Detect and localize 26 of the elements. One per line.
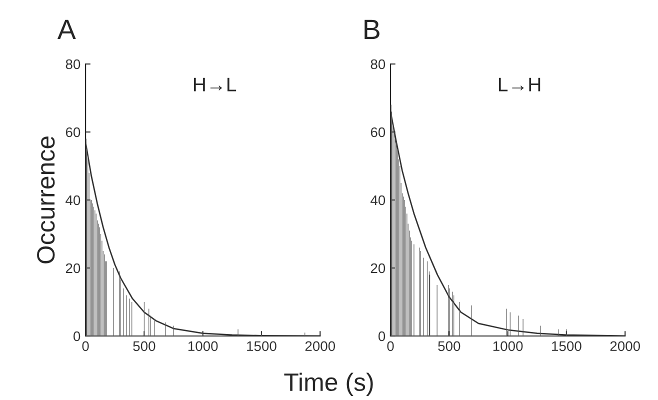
x-tick-label: 500 [438,341,460,352]
y-tick-label: 20 [66,263,80,274]
x-tick-label: 1000 [493,341,523,352]
y-tick-label: 60 [66,127,80,138]
y-tick-label: 60 [370,127,386,138]
y-tick-label: 20 [370,263,386,274]
annotation: L→H [498,78,540,92]
x-tick-label: 1500 [247,341,276,352]
x-tick-label: 0 [387,341,394,352]
y-tick-label: 40 [370,195,386,206]
x-tick-label: 0 [82,341,89,352]
chart-title: A [57,20,76,39]
y-tick-label: 80 [370,59,386,70]
y-tick-label: 80 [66,59,80,70]
chart-title: B [364,20,380,39]
x-tick-label: 2000 [305,341,336,352]
y-tick-label: 0 [74,331,80,342]
x-axis-title: Time (s) [284,372,373,396]
y-tick-label: 0 [378,331,386,342]
annotation: H→L [194,78,236,92]
x-tick-label: 500 [133,341,156,352]
y-axis-title: Occurrence [37,136,55,264]
x-tick-label: 1000 [188,341,218,352]
x-tick-label: 2000 [610,341,640,352]
y-tick-label: 40 [66,195,80,206]
x-tick-label: 1500 [552,341,582,352]
